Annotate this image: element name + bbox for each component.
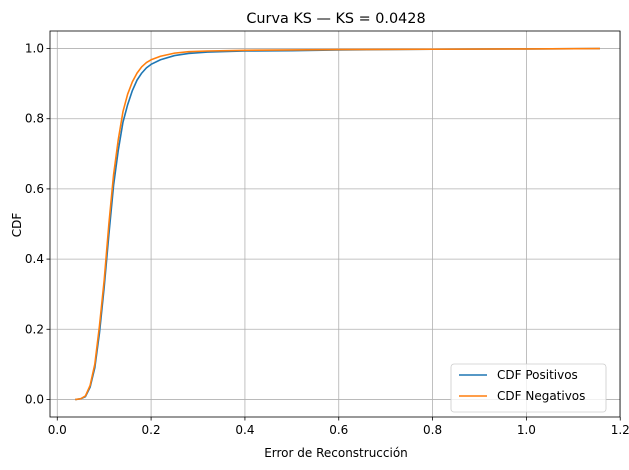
x-tick-label: 0.6: [329, 423, 348, 437]
x-tick-label: 0.8: [423, 423, 442, 437]
legend-box: [450, 363, 607, 413]
y-tick-label: 0.4: [25, 252, 44, 266]
series-layer: [75, 47, 600, 401]
plot-frame: [49, 30, 621, 418]
y-axis-label: CDF: [10, 213, 24, 238]
chart-title: Curva KS — KS = 0.0428: [246, 11, 425, 27]
legend: CDF Positivos CDF Negativos: [450, 363, 607, 413]
y-tick-label: 1.0: [25, 42, 44, 56]
y-tick-label: 0.0: [25, 392, 44, 406]
x-tick-label: 0.0: [48, 423, 67, 437]
y-tick-label: 0.6: [25, 182, 44, 196]
x-tick-label: 0.4: [235, 423, 254, 437]
y-tick-label: 0.2: [25, 322, 44, 336]
x-tick-label: 1.0: [517, 423, 536, 437]
x-tick-label: 1.2: [611, 423, 629, 437]
cdf-negativos-line: [75, 47, 600, 401]
ticks: 0.0 0.2 0.4 0.6 0.8 1.0 1.2 0.0 0.2 0.4 0.6 0.8 1.0: [25, 42, 629, 437]
legend-label-negativos: CDF Negativos: [497, 389, 585, 403]
cdf-positivos-line: [75, 47, 600, 401]
y-tick-label: 0.8: [25, 112, 44, 126]
grid: [50, 31, 621, 417]
x-tick-label: 0.2: [142, 423, 161, 437]
x-axis-label: Error de Reconstrucción: [264, 446, 408, 460]
legend-label-positivos: CDF Positivos: [497, 368, 578, 382]
